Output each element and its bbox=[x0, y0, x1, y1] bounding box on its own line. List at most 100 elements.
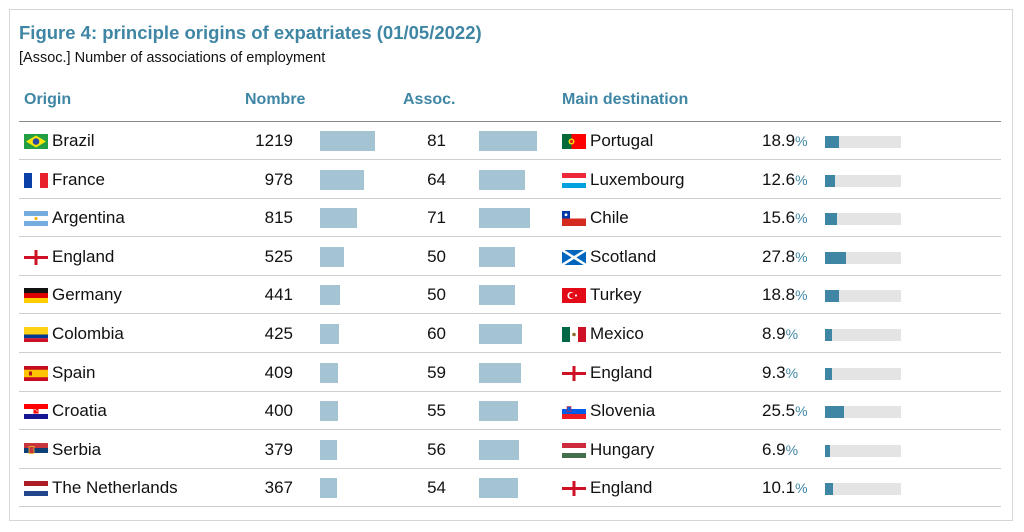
percent-number: 15.6 bbox=[762, 208, 796, 228]
table-row: Argentina 815 71 Chile 15.6% bbox=[19, 199, 1001, 238]
percent-bar-fill bbox=[825, 290, 840, 303]
figure-title: Figure 4: principle origins of expatriat… bbox=[19, 22, 482, 43]
assoc-bar bbox=[479, 362, 522, 383]
assoc-value: 55 bbox=[427, 401, 446, 421]
origin-name: Croatia bbox=[52, 401, 107, 421]
percent-unit: % bbox=[795, 171, 808, 188]
portugal-flag-icon bbox=[562, 134, 586, 149]
table-row: Colombia 425 60 Mexico 8.9% bbox=[19, 315, 1001, 353]
brazil-flag-icon bbox=[24, 134, 48, 149]
scotland-flag-icon bbox=[562, 249, 586, 265]
assoc-bar bbox=[479, 169, 525, 190]
percent-unit: % bbox=[795, 133, 808, 149]
percent-bar-fill bbox=[825, 329, 832, 341]
slovenia-flag-icon bbox=[562, 404, 586, 420]
percent-unit: % bbox=[785, 364, 799, 381]
table-row: France 978 64 Luxembourg 12.6% bbox=[19, 161, 1001, 199]
percent-bar-track bbox=[825, 329, 901, 341]
percent-bar-track bbox=[825, 290, 901, 303]
spain-flag-icon bbox=[24, 365, 48, 381]
percent-bar-track bbox=[825, 251, 901, 264]
assoc-value: 71 bbox=[427, 208, 446, 228]
england-flag-icon bbox=[562, 481, 586, 497]
assoc-value: 81 bbox=[427, 131, 446, 150]
destination-name: England bbox=[590, 362, 653, 382]
percent-bar-track bbox=[825, 213, 901, 226]
percent-number: 25.5 bbox=[762, 401, 796, 421]
column-header-destination: Main destination bbox=[562, 91, 689, 108]
table-row: Brazil 1219 81 Portugal 18.9% bbox=[19, 122, 1001, 160]
percent-bar-track bbox=[825, 174, 901, 187]
origin-name: France bbox=[52, 169, 105, 189]
nombre-value: 379 bbox=[264, 439, 293, 459]
percent-value: 6.9% bbox=[762, 431, 798, 469]
percent-bar-fill bbox=[825, 367, 833, 380]
header-divider bbox=[19, 121, 1001, 122]
percent-bar-fill bbox=[825, 251, 847, 264]
percent-bar-track bbox=[825, 444, 901, 457]
column-header-nombre: Nombre bbox=[245, 91, 306, 108]
netherlands-flag-icon bbox=[24, 481, 48, 497]
percent-value: 15.6% bbox=[762, 199, 808, 237]
percent-bar-track bbox=[825, 367, 901, 380]
nombre-value: 409 bbox=[264, 362, 293, 382]
nombre-value: 400 bbox=[264, 401, 293, 421]
percent-unit: % bbox=[795, 248, 808, 265]
destination-name: Chile bbox=[590, 208, 629, 228]
croatia-flag-icon bbox=[24, 404, 48, 420]
percent-bar-fill bbox=[825, 406, 845, 419]
nombre-value: 425 bbox=[264, 324, 293, 343]
destination-name: Luxembourg bbox=[590, 169, 685, 189]
origin-name: Brazil bbox=[52, 131, 95, 150]
percent-bar-fill bbox=[825, 136, 840, 148]
argentina-flag-icon bbox=[24, 211, 48, 227]
percent-value: 25.5% bbox=[762, 392, 808, 430]
nombre-bar bbox=[320, 401, 339, 422]
assoc-bar bbox=[479, 131, 537, 151]
percent-unit: % bbox=[795, 287, 808, 304]
destination-name: England bbox=[590, 478, 653, 498]
assoc-value: 59 bbox=[427, 362, 446, 382]
nombre-bar bbox=[320, 208, 357, 229]
percent-value: 8.9% bbox=[762, 315, 798, 353]
table-row: Germany 441 50 Turkey 18.8% bbox=[19, 276, 1001, 315]
assoc-value: 60 bbox=[427, 324, 446, 343]
assoc-bar bbox=[479, 478, 518, 499]
colombia-flag-icon bbox=[24, 327, 48, 342]
percent-number: 10.1 bbox=[762, 478, 796, 498]
luxembourg-flag-icon bbox=[562, 172, 586, 188]
origin-name: England bbox=[52, 246, 115, 266]
nombre-value: 441 bbox=[264, 285, 293, 305]
assoc-bar bbox=[479, 246, 515, 267]
destination-name: Hungary bbox=[590, 439, 655, 459]
assoc-bar bbox=[479, 439, 520, 460]
nombre-value: 815 bbox=[264, 208, 293, 228]
percent-value: 10.1% bbox=[762, 469, 808, 507]
origin-name: The Netherlands bbox=[52, 478, 178, 498]
origin-name: Colombia bbox=[52, 324, 124, 343]
nombre-value: 367 bbox=[264, 478, 293, 498]
assoc-bar bbox=[479, 208, 530, 229]
origin-name: Serbia bbox=[52, 439, 102, 459]
table-row: Serbia 379 56 Hungary 6.9% bbox=[19, 431, 1001, 469]
percent-unit: % bbox=[785, 326, 799, 342]
france-flag-icon bbox=[24, 172, 48, 188]
column-header-assoc: Assoc. bbox=[403, 91, 456, 108]
hungary-flag-icon bbox=[562, 442, 586, 458]
assoc-value: 50 bbox=[427, 285, 446, 305]
origin-name: Argentina bbox=[52, 208, 125, 228]
figure-subtitle: [Assoc.] Number of associations of emplo… bbox=[19, 50, 326, 66]
percent-value: 27.8% bbox=[762, 238, 808, 276]
assoc-value: 54 bbox=[427, 478, 446, 498]
england-flag-icon bbox=[24, 249, 48, 265]
assoc-bar bbox=[479, 324, 522, 344]
destination-name: Slovenia bbox=[590, 401, 656, 421]
nombre-value: 1219 bbox=[255, 131, 293, 150]
nombre-bar bbox=[320, 169, 365, 190]
germany-flag-icon bbox=[24, 288, 48, 304]
turkey-flag-icon bbox=[562, 288, 586, 304]
percent-value: 12.6% bbox=[762, 161, 808, 199]
percent-bar-fill bbox=[825, 213, 837, 226]
serbia-flag-icon bbox=[24, 442, 48, 458]
percent-value: 18.9% bbox=[762, 122, 808, 160]
